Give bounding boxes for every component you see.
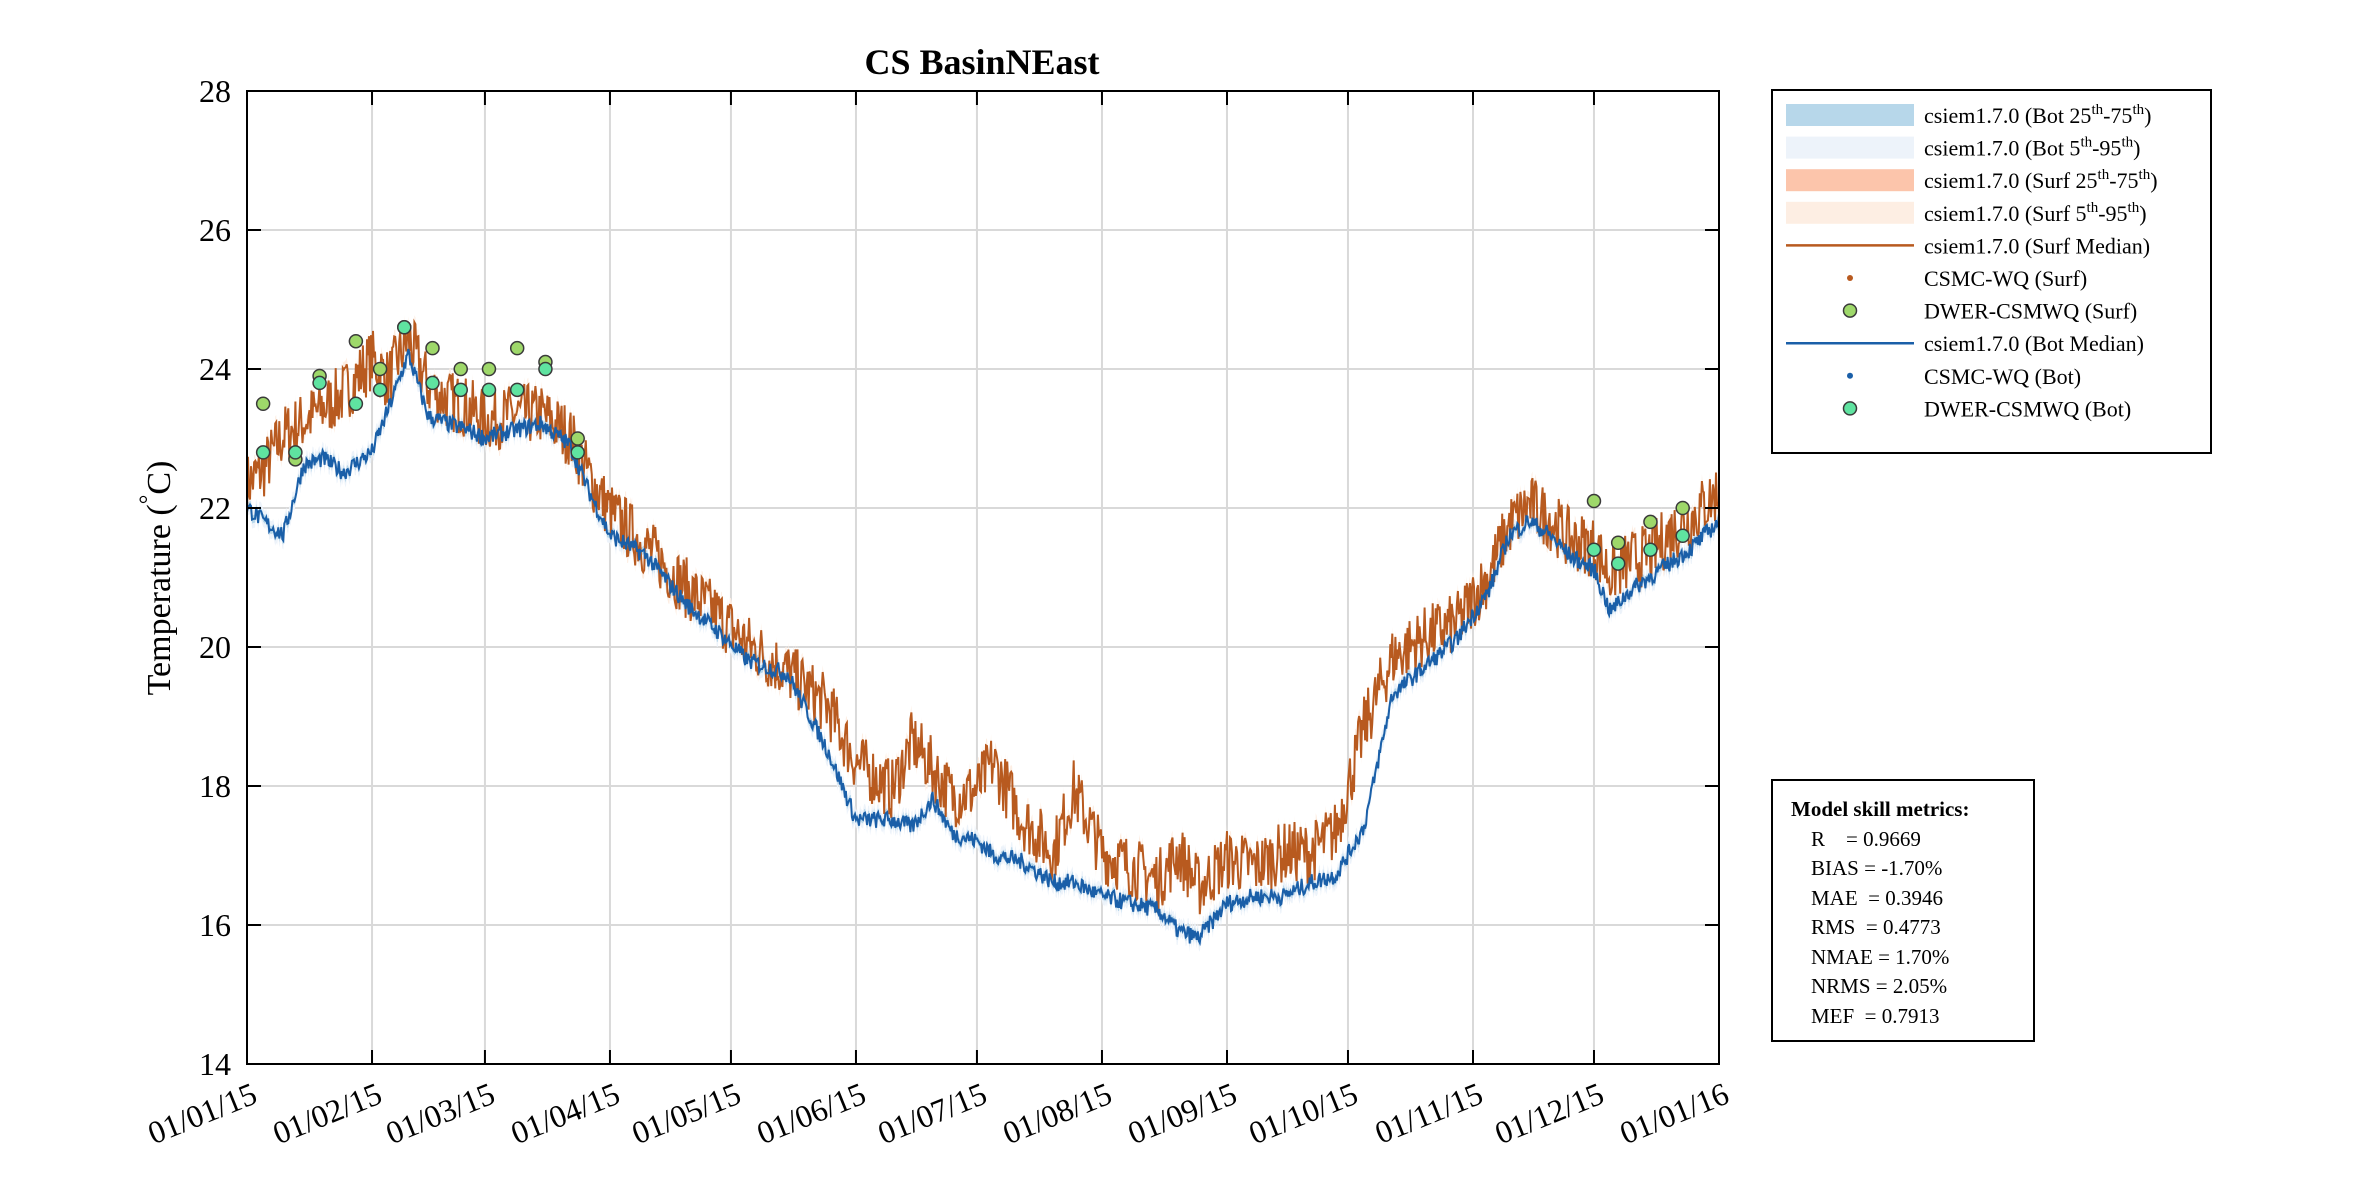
y-tick-label: 14 xyxy=(199,1046,231,1082)
metric-rms: RMS = 0.4773 xyxy=(1811,915,1941,939)
legend-label: csiem1.7.0 (Surf Median) xyxy=(1924,233,2150,258)
metric-mef: MEF = 0.7913 xyxy=(1811,1003,1940,1028)
metric-r: R = 0.9669 xyxy=(1811,826,1921,851)
metric-mae: MAE = 0.3946 xyxy=(1811,885,1944,910)
x-tick-label: 01/01/15 xyxy=(143,1075,262,1151)
observation-point xyxy=(397,320,412,335)
x-tick-label: 01/07/15 xyxy=(873,1075,992,1151)
observation-point xyxy=(425,340,440,356)
metrics-title: Model skill metrics: xyxy=(1791,797,1970,821)
y-tick-label: 28 xyxy=(199,73,231,109)
observation-point xyxy=(1586,542,1602,557)
x-tick-label: 01/03/15 xyxy=(381,1075,500,1151)
percentile-bands xyxy=(247,315,1719,953)
y-axis-ticks: 14 16 18 20 22 24 26 28 xyxy=(199,73,1719,1082)
observation-point xyxy=(372,382,388,398)
legend-label: csiem1.7.0 (Bot Median) xyxy=(1924,331,2144,356)
observation-point xyxy=(255,396,271,411)
y-tick-label: 20 xyxy=(199,629,231,665)
y-tick-label: 18 xyxy=(199,768,231,804)
x-tick-label: 01/02/15 xyxy=(268,1075,387,1151)
observation-point xyxy=(538,361,553,377)
x-tick-label: 01/01/16 xyxy=(1615,1075,1734,1151)
metric-bias: BIAS = -1.70% xyxy=(1811,856,1943,880)
y-tick-label: 16 xyxy=(199,907,231,943)
legend-marker xyxy=(1842,303,1858,318)
model-skill-metrics-box: Model skill metrics: R = 0.9669 BIAS = -… xyxy=(1771,779,2035,1042)
legend-label: CSMC-WQ (Surf) xyxy=(1924,266,2087,291)
x-tick-label: 01/10/15 xyxy=(1244,1075,1363,1151)
observation-point xyxy=(1675,500,1690,516)
observation-point xyxy=(509,382,525,398)
legend-label: csiem1.7.0 (Surf 25th-75th) xyxy=(1924,167,2158,193)
plot-frame xyxy=(246,90,1720,1065)
observation-point xyxy=(1643,542,1658,557)
legend-label: DWER-CSMWQ (Surf) xyxy=(1924,299,2137,324)
y-tick-label: 26 xyxy=(199,212,231,248)
observation-point xyxy=(570,431,585,446)
legend-marker xyxy=(1847,275,1853,281)
chart-title: CS BasinNEast xyxy=(864,42,1099,82)
median-lines xyxy=(246,318,1720,946)
legend-label: CSMC-WQ (Bot) xyxy=(1924,364,2081,389)
legend-swatch xyxy=(1786,136,1914,159)
observation-point xyxy=(1675,528,1690,544)
observation-point xyxy=(372,361,388,377)
y-axis-label-main: Temperature ( xyxy=(141,504,178,695)
observation-point xyxy=(288,445,303,460)
x-tick-label: 01/06/15 xyxy=(752,1075,871,1151)
y-axis-label-degree: ° xyxy=(136,495,162,505)
x-tick-label: 01/05/15 xyxy=(627,1075,746,1151)
legend-label: csiem1.7.0 (Surf 5th-95th) xyxy=(1924,200,2147,226)
x-tick-label: 01/08/15 xyxy=(998,1075,1117,1151)
legend-label: csiem1.7.0 (Bot 5th-95th) xyxy=(1924,135,2140,161)
observation-point xyxy=(453,382,468,398)
observation-point xyxy=(312,375,327,391)
legend-label: DWER-CSMWQ (Bot) xyxy=(1924,396,2131,421)
observation-point xyxy=(1610,556,1626,571)
metric-nmae: NMAE = 1.70% xyxy=(1811,944,1950,969)
observation-point xyxy=(570,445,585,460)
legend: csiem1.7.0 (Bot 25th-75th) csiem1.7.0 (Bo… xyxy=(1771,89,2212,454)
x-tick-label: 01/09/15 xyxy=(1123,1075,1242,1151)
observation-point xyxy=(255,445,271,460)
grid xyxy=(246,90,1720,1065)
observation-point xyxy=(425,375,440,391)
observation-points xyxy=(255,320,1690,571)
bot-median-line xyxy=(246,348,1720,946)
legend-marker xyxy=(1842,401,1858,416)
x-tick-label: 01/04/15 xyxy=(506,1075,625,1151)
legend-swatch xyxy=(1786,104,1914,126)
observation-point xyxy=(348,396,364,411)
metric-nrms: NRMS = 2.05% xyxy=(1811,974,1948,998)
observation-point xyxy=(348,333,364,349)
legend-marker xyxy=(1847,372,1853,379)
observation-point xyxy=(1586,493,1602,509)
observation-point xyxy=(481,382,497,398)
y-tick-label: 22 xyxy=(199,490,231,526)
observation-point xyxy=(453,361,468,377)
observation-point xyxy=(1610,535,1626,550)
surf-5-95-band xyxy=(247,315,1719,922)
observation-point xyxy=(509,340,525,356)
observation-point xyxy=(1643,514,1658,530)
y-axis-label: Temperature (°C) xyxy=(136,461,178,696)
legend-swatch xyxy=(1786,201,1914,224)
observation-point xyxy=(481,361,497,377)
x-tick-label: 01/11/15 xyxy=(1370,1075,1488,1151)
surf-median-line xyxy=(246,318,1720,915)
y-axis-label-unit: C) xyxy=(141,461,178,495)
y-tick-label: 24 xyxy=(199,351,231,387)
x-tick-label: 01/12/15 xyxy=(1490,1075,1609,1151)
legend-swatch xyxy=(1786,169,1914,192)
legend-label: csiem1.7.0 (Bot 25th-75th) xyxy=(1924,102,2151,128)
